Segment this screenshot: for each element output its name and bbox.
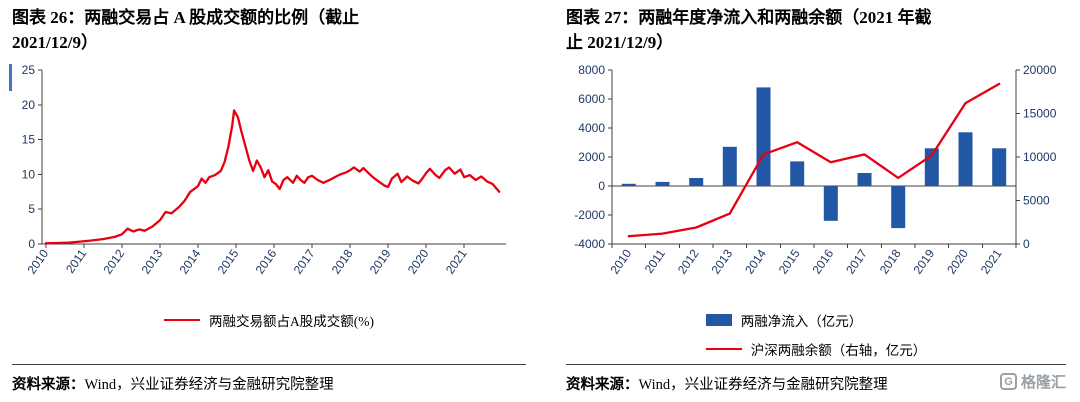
chart-26-title-line1: 图表 26：两融交易占 A 股成交额的比例（截止 <box>12 8 360 27</box>
x-axis-tick-label: 2014 <box>742 246 769 276</box>
x-axis-tick-label: 2017 <box>291 246 318 276</box>
x-axis-tick-label: 2020 <box>944 246 971 276</box>
y-axis-tick-label: 25 <box>22 63 36 77</box>
x-axis-tick-label: 2020 <box>405 246 432 276</box>
chart-27-legend-column: 两融净流入（亿元） 沪深两融余额（右轴，亿元） <box>705 310 927 359</box>
gelonghui-logo-icon: G <box>999 373 1017 390</box>
source-text: Wind，兴业证券经济与金融研究院整理 <box>84 377 334 393</box>
blue-bar-legend-icon <box>705 314 732 326</box>
net-inflow-bar <box>823 186 838 221</box>
chart-27-title: 图表 27：两融年度净流入和两融余额（2021 年截 止 2021/12/9） <box>566 6 1066 58</box>
left-axis-tick-label: 4000 <box>578 121 605 135</box>
source-text: Wind，兴业证券经济与金融研究院整理 <box>638 377 888 393</box>
x-axis-tick-label: 2013 <box>139 246 166 276</box>
right-axis-tick-label: 10000 <box>1023 150 1057 164</box>
source-label: 资料来源： <box>566 377 639 393</box>
x-axis-tick-label: 2019 <box>911 246 938 276</box>
margin-ratio-line <box>44 109 501 245</box>
net-inflow-bar <box>722 146 737 186</box>
right-axis-tick-label: 5000 <box>1023 194 1050 208</box>
legend-item-margin-ratio: 两融交易额占A股成交额(%) <box>164 310 374 330</box>
net-inflow-bar <box>756 87 771 186</box>
margin-balance-line <box>627 82 1001 238</box>
net-inflow-bar <box>621 183 636 186</box>
legend-item-margin-balance: 沪深两融余额（右轴，亿元） <box>705 339 927 359</box>
x-axis-tick-label: 2011 <box>63 246 89 275</box>
y-axis-tick-label: 20 <box>22 98 36 112</box>
x-axis-tick-label: 2018 <box>329 246 356 276</box>
x-axis-tick-label: 2011 <box>642 246 668 275</box>
x-axis-tick-label: 2015 <box>215 246 242 276</box>
net-inflow-bar <box>992 148 1007 186</box>
chart-27-legend: 两融净流入（亿元） 沪深两融余额（右轴，亿元） <box>566 310 1066 359</box>
chart-26-title: 图表 26：两融交易占 A 股成交额的比例（截止 2021/12/9） <box>12 6 526 58</box>
chart-26-title-line2: 2021/12/9） <box>12 32 98 52</box>
x-axis-tick-label: 2012 <box>101 246 128 276</box>
chart-26-legend: 两融交易额占A股成交额(%) <box>12 310 526 330</box>
left-axis-tick-label: 8000 <box>578 63 605 77</box>
gelonghui-logo: G 格隆汇 <box>999 371 1066 392</box>
net-inflow-bar <box>958 132 973 186</box>
net-inflow-bar <box>857 173 872 186</box>
x-axis-tick-label: 2013 <box>709 246 736 276</box>
chart-27-plot-area: -4000 -2000 0 2000 4000 6000 8000 0 5000 10000 150… <box>566 62 1066 302</box>
left-axis-tick-label: 2000 <box>578 150 605 164</box>
net-inflow-bar <box>891 186 906 229</box>
x-axis-tick-label: 2021 <box>978 246 1005 276</box>
source-row-chart-27: 资料来源：Wind，兴业证券经济与金融研究院整理 G 格隆汇 <box>566 364 1066 394</box>
x-axis-tick-label: 2021 <box>443 246 470 276</box>
x-axis-tick-label: 2017 <box>843 246 870 276</box>
x-axis-tick-label: 2016 <box>253 246 280 276</box>
x-axis-tick-label: 2012 <box>675 246 702 276</box>
x-axis-tick-label: 2015 <box>776 246 803 276</box>
x-axis-tick-label: 2016 <box>810 246 837 276</box>
chart-27-title-line1: 图表 27：两融年度净流入和两融余额（2021 年截 <box>566 8 932 27</box>
y-axis-tick-label: 0 <box>28 237 35 251</box>
left-axis-tick-label: 6000 <box>578 92 605 106</box>
red-line-legend-icon <box>164 319 200 321</box>
net-inflow-bar <box>790 161 805 186</box>
right-axis-tick-label: 20000 <box>1023 63 1057 77</box>
net-inflow-bar <box>655 181 670 186</box>
y-axis-tick-label: 10 <box>22 167 36 181</box>
right-axis-tick-label: 15000 <box>1023 107 1057 121</box>
left-axis-tick-label: 0 <box>598 179 605 193</box>
x-axis-tick-label: 2019 <box>367 246 394 276</box>
source-row-chart-26: 资料来源：Wind，兴业证券经济与金融研究院整理 <box>12 364 526 394</box>
panel-chart-27: 图表 27：两融年度净流入和两融余额（2021 年截 止 2021/12/9） … <box>540 0 1080 402</box>
gelonghui-logo-text: 格隆汇 <box>1020 375 1066 391</box>
chart-27-canvas: -4000 -2000 0 2000 4000 6000 8000 0 5000 10000 150… <box>574 63 1057 277</box>
x-axis-tick-label: 2010 <box>608 246 635 276</box>
x-axis-tick-label: 2014 <box>177 246 204 276</box>
legend-item-net-inflow: 两融净流入（亿元） <box>705 310 927 330</box>
legend-label-margin-ratio: 两融交易额占A股成交额(%) <box>209 314 374 329</box>
legend-label-margin-balance: 沪深两融余额（右轴，亿元） <box>750 343 927 358</box>
right-axis-tick-label: 0 <box>1023 237 1030 251</box>
y-axis-tick-label: 15 <box>22 133 36 147</box>
blue-marker <box>9 64 12 91</box>
left-axis-tick-label: -2000 <box>574 208 605 222</box>
panel-chart-26: 图表 26：两融交易占 A 股成交额的比例（截止 2021/12/9） 0 5 10… <box>9 6 526 394</box>
net-inflow-bar <box>689 178 704 186</box>
left-axis-tick-label: -4000 <box>574 237 605 251</box>
legend-label-net-inflow: 两融净流入（亿元） <box>740 314 863 329</box>
chart-26-plot-area: 0 5 10 15 20 25 2010 2011 2012 2013 2014 2015 2016 20… <box>9 62 526 302</box>
y-axis-tick-label: 5 <box>28 202 35 216</box>
x-axis-tick-label: 2018 <box>877 246 904 276</box>
red-line-legend-icon <box>705 348 742 350</box>
chart-27-title-line2: 止 2021/12/9） <box>566 32 674 52</box>
source-label: 资料来源： <box>12 377 85 393</box>
